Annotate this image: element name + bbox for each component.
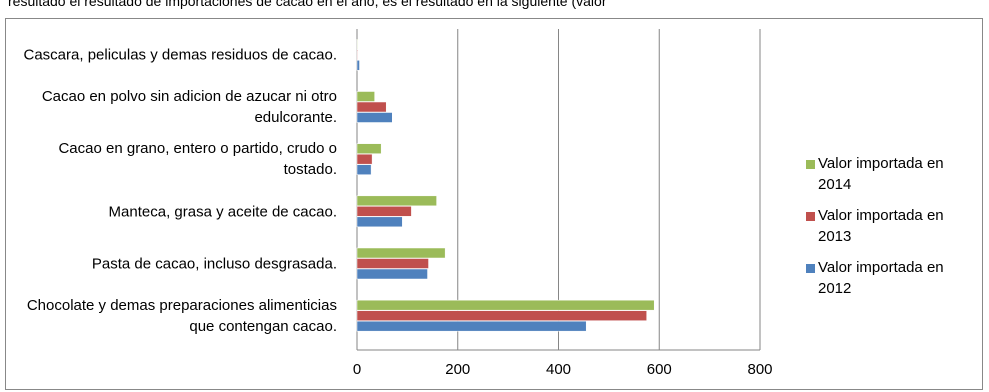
- bar: [356, 91, 375, 102]
- legend-label: Valor importada en 2013: [806, 205, 968, 247]
- bar: [356, 216, 403, 228]
- category-label: Cacao en polvo sin adicion de azucar ni …: [41, 88, 337, 127]
- bar: [356, 206, 412, 217]
- bar: [356, 143, 382, 154]
- bar: [356, 195, 437, 207]
- category-label: Pasta de cacao, incluso desgrasada.: [91, 255, 337, 273]
- bar: [356, 101, 387, 113]
- legend-label: Valor importada en 2014: [806, 153, 968, 195]
- x-tick-label: 800: [747, 361, 772, 378]
- category-label: Cacao en grano, entero o partido, crudo …: [58, 140, 337, 179]
- bar: [356, 49, 358, 61]
- bar: [356, 268, 428, 280]
- x-tick-label: 0: [353, 361, 361, 378]
- caption: resultado el resultado de importaciones …: [8, 0, 607, 9]
- bar: [356, 112, 393, 123]
- bar: [356, 164, 372, 175]
- bar: [356, 299, 655, 311]
- legend-swatch: [806, 160, 815, 169]
- bar: [356, 60, 360, 71]
- category-label: Manteca, grasa y aceite de cacao.: [108, 203, 337, 221]
- chart-frame: [5, 18, 983, 390]
- bar: [356, 153, 373, 165]
- x-tick-label: 400: [546, 361, 571, 378]
- bar: [356, 39, 358, 50]
- category-label: Chocolate y demas preparaciones alimenti…: [26, 296, 337, 335]
- bar: [356, 258, 429, 269]
- legend-label: Valor importada en 2012: [806, 257, 968, 299]
- category-label: Cascara, peliculas y demas residuos de c…: [23, 46, 338, 64]
- bar: [356, 320, 587, 332]
- bar: [356, 247, 446, 259]
- legend-swatch: [806, 264, 815, 273]
- x-tick-label: 600: [647, 361, 672, 378]
- legend-swatch: [806, 212, 815, 221]
- bar: [356, 310, 647, 321]
- x-tick-label: 200: [445, 361, 470, 378]
